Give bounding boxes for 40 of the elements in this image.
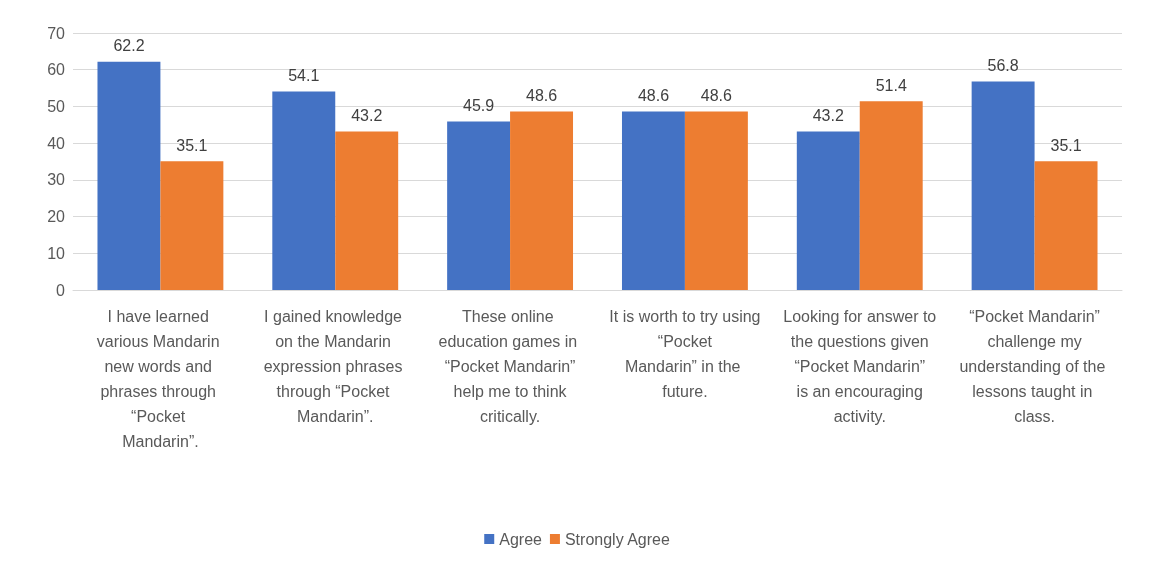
y-tick-label: 40: [47, 134, 66, 152]
x-tick-label: “Pocket Mandarin” challenge my understanding of the lessons taught in class.: [959, 308, 1110, 425]
y-tick-label: 10: [47, 244, 66, 262]
data-label: 51.4: [875, 76, 907, 94]
data-label: 45.9: [463, 96, 495, 114]
bar: [335, 131, 399, 290]
bar: [1034, 161, 1098, 290]
data-label: 48.6: [525, 87, 558, 105]
bar: [859, 101, 923, 290]
y-tick-label: 30: [47, 171, 66, 189]
x-tick-label: These online education games in “Pocket Mandarin” help me to think critically.: [438, 308, 582, 425]
x-tick-label: I have learned various Mandarin new words and phrases through “Pocket Mandarin”.: [96, 308, 224, 450]
legend-label: Strongly Agree: [564, 530, 670, 548]
bar: [971, 81, 1035, 290]
legend-label: Agree: [499, 530, 543, 548]
bar: [97, 61, 161, 290]
data-label: 35.1: [176, 136, 208, 154]
data-label: 48.6: [700, 87, 733, 105]
bar: [510, 111, 574, 290]
data-label: 35.1: [1050, 136, 1082, 154]
y-tick-label: 50: [47, 97, 66, 115]
data-label: 62.2: [113, 37, 145, 55]
bar: [684, 111, 748, 290]
data-label: 54.1: [288, 66, 320, 84]
data-label: 43.2: [812, 106, 844, 124]
data-label: 48.6: [637, 87, 670, 105]
x-tick-label: I gained knowledge on the Mandarin expression phrases through “Pocket Mandarin”.: [263, 308, 407, 425]
bar: [621, 111, 685, 290]
data-label: 43.2: [351, 106, 383, 124]
bar: [272, 91, 336, 290]
y-tick-label: 60: [47, 61, 66, 79]
y-tick-label: 0: [56, 281, 66, 299]
bar: [796, 131, 860, 290]
bar: [160, 161, 224, 290]
x-tick-label: It is worth to try using “Pocket Mandarin” in the future.: [609, 308, 761, 400]
bar: [447, 121, 511, 290]
x-tick-label: Looking for answer to the questions given “Pocket Mandarin” is an encouraging activity.: [783, 308, 937, 425]
y-tick-label: 20: [47, 208, 66, 226]
y-tick-label: 70: [47, 24, 66, 42]
data-label: 56.8: [987, 56, 1019, 74]
